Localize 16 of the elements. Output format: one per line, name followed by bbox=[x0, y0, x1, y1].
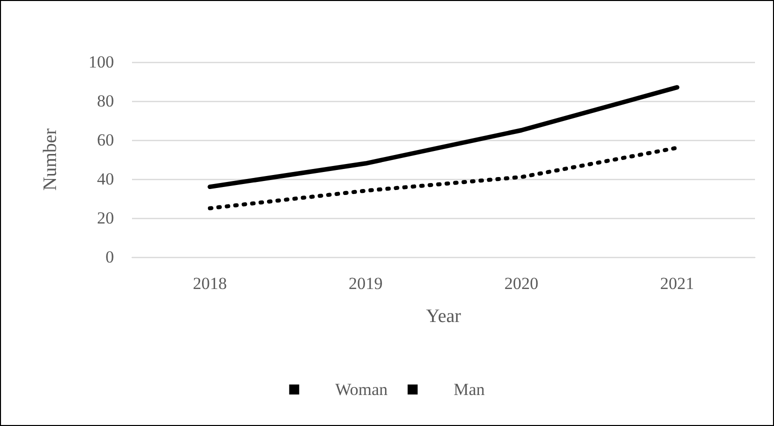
legend-label: Man bbox=[454, 380, 486, 399]
y-axis-title: Number bbox=[40, 128, 61, 191]
x-tick-label: 2019 bbox=[348, 274, 383, 293]
y-tick-label: 40 bbox=[97, 170, 114, 188]
line-series bbox=[208, 85, 680, 190]
y-tick-label: 20 bbox=[97, 208, 114, 228]
x-tick-label: 2018 bbox=[192, 274, 227, 293]
y-tick-label: 60 bbox=[97, 130, 114, 150]
legend-label: Woman bbox=[335, 380, 388, 399]
x-tick-label: 2021 bbox=[660, 274, 694, 293]
x-axis-title: Year bbox=[426, 306, 462, 327]
y-tick-label: 0 bbox=[106, 248, 114, 266]
y-tick-label: 100 bbox=[88, 52, 114, 72]
line-series bbox=[208, 146, 680, 210]
y-tick-label: 80 bbox=[97, 92, 114, 110]
x-tick-label: 2020 bbox=[504, 274, 538, 293]
